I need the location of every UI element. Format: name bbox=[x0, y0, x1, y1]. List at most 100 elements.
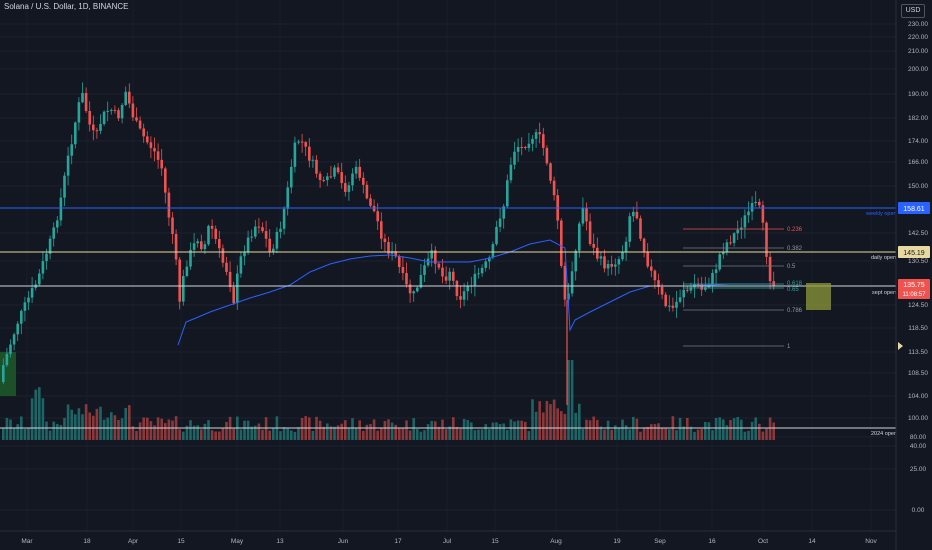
volume-bar bbox=[488, 429, 491, 440]
volume-bar bbox=[102, 419, 106, 440]
candle-body bbox=[646, 251, 649, 267]
volume-bar bbox=[387, 419, 390, 440]
volume-bar bbox=[16, 424, 19, 440]
candle-body bbox=[732, 233, 736, 244]
volume-bar bbox=[430, 420, 433, 440]
volume-bar bbox=[149, 421, 153, 440]
candle-body bbox=[592, 243, 595, 248]
candle-body bbox=[110, 109, 113, 111]
volume-bar bbox=[300, 418, 304, 440]
volume-bar bbox=[617, 427, 621, 440]
candle-body bbox=[239, 256, 243, 274]
candle-body bbox=[603, 256, 606, 269]
volume-bar bbox=[52, 421, 55, 440]
candle-body bbox=[671, 305, 675, 308]
candle-body bbox=[682, 289, 685, 298]
candle-body bbox=[9, 344, 12, 354]
candle-body bbox=[416, 287, 419, 292]
price-tick-label: 230.00 bbox=[908, 21, 928, 28]
volume-bar bbox=[628, 429, 631, 440]
candle-body bbox=[524, 146, 527, 148]
candle-body bbox=[549, 163, 552, 181]
candle-body bbox=[95, 130, 99, 132]
candle-body bbox=[200, 241, 203, 250]
candle-body bbox=[365, 184, 369, 199]
fib-0236: 0.236 bbox=[787, 227, 803, 233]
time-tick-label: Aug bbox=[550, 538, 562, 545]
volume-bar bbox=[448, 426, 451, 440]
volume-bar bbox=[336, 425, 340, 440]
candle-body bbox=[657, 280, 660, 288]
candle-body bbox=[5, 353, 9, 366]
candle-body bbox=[279, 228, 282, 232]
candle-body bbox=[322, 179, 325, 181]
candle-body bbox=[498, 218, 502, 227]
volume-bar bbox=[164, 423, 167, 440]
fib-1: 1 bbox=[787, 344, 791, 350]
volume-bar bbox=[347, 427, 351, 440]
volume-bar bbox=[95, 408, 99, 440]
volume-bar bbox=[714, 417, 718, 440]
volume-bar bbox=[326, 423, 329, 440]
volume-bar bbox=[704, 421, 707, 440]
time-tick-label: Sep bbox=[654, 538, 666, 545]
volume-bar bbox=[261, 429, 264, 440]
time-tick-label: Jul bbox=[443, 538, 452, 545]
volume-bar bbox=[441, 419, 444, 440]
volume-bar bbox=[650, 424, 653, 440]
volume-bar bbox=[74, 414, 77, 440]
candle-body bbox=[30, 287, 34, 298]
volume-bar bbox=[423, 430, 426, 440]
candle-body bbox=[664, 294, 667, 307]
volume-bar bbox=[747, 430, 750, 440]
candle-body bbox=[581, 207, 585, 224]
candle-body bbox=[117, 110, 120, 119]
volume-bar bbox=[603, 429, 606, 440]
volume-bar bbox=[556, 408, 559, 440]
target-zone-box bbox=[806, 283, 831, 310]
volume-bar bbox=[45, 421, 48, 440]
candle-body bbox=[747, 211, 750, 216]
alert-marker-icon[interactable] bbox=[898, 342, 903, 350]
candle-body bbox=[318, 173, 322, 180]
volume-bar bbox=[279, 431, 282, 440]
volume-bar bbox=[722, 419, 725, 440]
candle-body bbox=[743, 215, 747, 228]
volume-bar bbox=[41, 398, 45, 440]
candle-body bbox=[513, 151, 516, 165]
candle-body bbox=[261, 227, 264, 232]
volume-bar bbox=[207, 420, 210, 440]
candle-body bbox=[419, 274, 423, 288]
volume-bar bbox=[340, 423, 343, 440]
volume-bar bbox=[225, 421, 228, 440]
candle-body bbox=[506, 180, 509, 207]
volume-bar bbox=[668, 429, 671, 440]
candle-body bbox=[700, 284, 703, 290]
candle-body bbox=[696, 284, 700, 286]
candle-body bbox=[704, 287, 707, 290]
candle-body bbox=[113, 109, 117, 111]
volume-bar bbox=[131, 426, 135, 440]
volume-bars bbox=[2, 360, 775, 440]
candle-body bbox=[124, 91, 127, 105]
volume-bar bbox=[675, 430, 678, 440]
currency-button[interactable]: USD bbox=[901, 4, 925, 18]
volume-bar bbox=[588, 420, 592, 440]
volume-bar bbox=[88, 412, 91, 440]
time-tick-label: 15 bbox=[177, 538, 185, 545]
candle-body bbox=[563, 265, 567, 300]
candle-body bbox=[257, 226, 261, 228]
volume-bar bbox=[729, 419, 732, 440]
volume-bar bbox=[736, 417, 739, 440]
candle-body bbox=[358, 166, 361, 178]
candle-body bbox=[174, 234, 178, 260]
volume-bar bbox=[635, 418, 639, 440]
candle-body bbox=[214, 228, 217, 240]
volume-bar bbox=[725, 425, 729, 440]
volume-bar bbox=[110, 412, 113, 440]
candle-body bbox=[38, 273, 41, 285]
volume-bar bbox=[311, 430, 315, 440]
volume-bar bbox=[610, 429, 613, 440]
price-tick-label: 142.50 bbox=[908, 230, 928, 237]
